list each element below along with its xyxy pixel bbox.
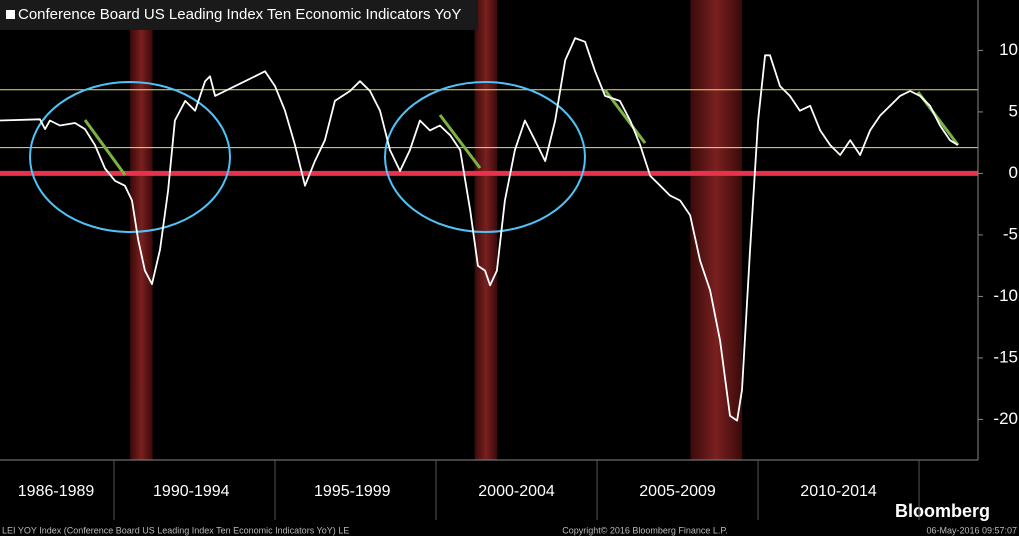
legend-swatch [6,10,15,19]
y-tick-label: 10 [999,40,1018,59]
footer-left: LEI YOY Index (Conference Board US Leadi… [2,525,349,535]
x-tick-label: 1986-1989 [18,483,95,500]
recession-band [690,0,742,460]
legend-box [0,0,478,30]
trend-annotations [83,89,960,176]
y-tick-label: -20 [993,409,1018,428]
x-tick-label: 2010-2014 [800,483,877,500]
brand: Bloomberg [895,501,990,521]
guide-layer [0,89,978,176]
y-tick-label: 5 [1009,101,1018,120]
y-tick-label: -5 [1003,224,1018,243]
data-line [0,37,959,422]
x-tick-label: 2005-2009 [639,483,716,500]
x-tick-label: 2000-2004 [478,483,555,500]
highlight-ellipse [384,81,586,233]
recession-layer [130,0,742,460]
legend-label: Conference Board US Leading Index Ten Ec… [18,6,461,23]
recession-band [474,0,498,460]
footer-center: Copyright© 2016 Bloomberg Finance L.P. [562,525,728,535]
x-tick-label: 1995-1999 [314,483,391,500]
y-tick-label: -15 [993,347,1018,366]
footer-right: 06-May-2016 09:57:07 [926,525,1017,535]
y-tick-label: -10 [993,286,1018,305]
trend-line [438,114,482,169]
trend-line [83,119,127,176]
y-tick-label: 0 [1009,163,1018,182]
line-layer [0,37,959,422]
x-tick-label: 1990-1994 [153,483,230,500]
recession-band [130,0,153,460]
highlight-ellipse [29,81,231,233]
